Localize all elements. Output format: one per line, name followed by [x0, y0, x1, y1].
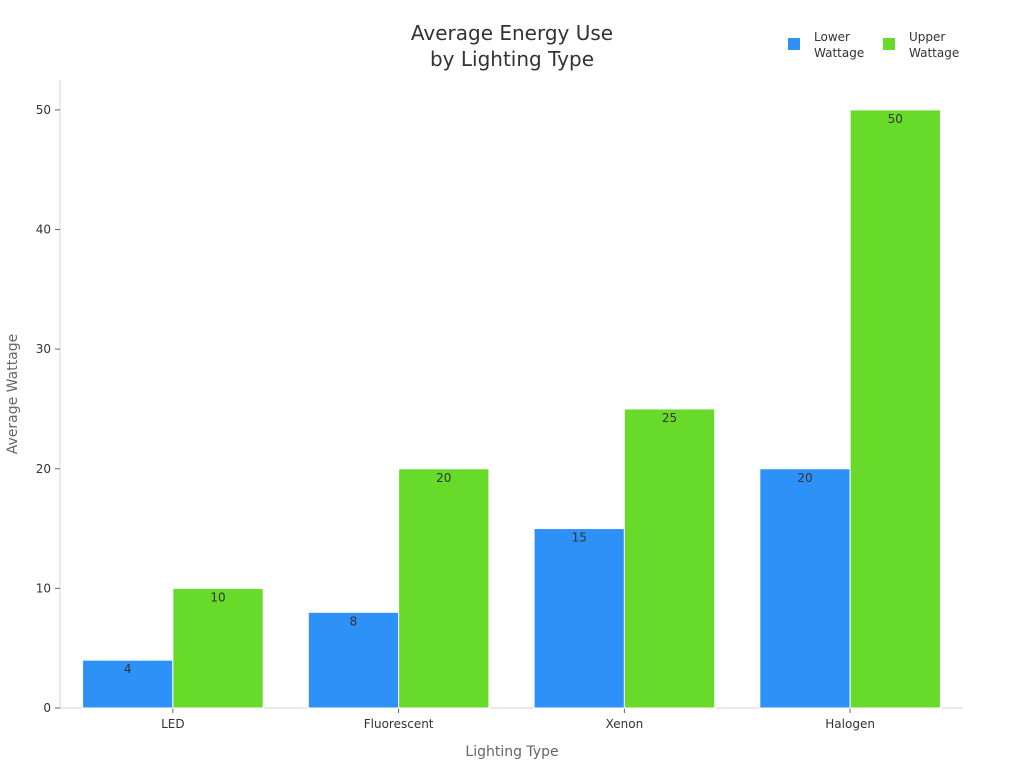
bar[interactable] — [398, 468, 490, 709]
bar-data-label: 20 — [436, 471, 451, 485]
y-tick-label: 50 — [36, 103, 51, 117]
legend-item-series-1[interactable]: Lower Wattage — [788, 30, 864, 60]
y-tick-label: 0 — [43, 701, 51, 715]
bar[interactable] — [307, 611, 400, 709]
bar-data-label: 4 — [124, 662, 132, 676]
x-tick-label: LED — [161, 717, 185, 731]
bar-data-label: 25 — [662, 411, 677, 425]
legend-label-series-1-line-1: Lower — [814, 30, 850, 44]
legend-label-series-2-line-1: Upper — [909, 30, 945, 44]
bar-data-label: 10 — [210, 590, 225, 604]
bar[interactable] — [82, 659, 174, 709]
x-tick-label: Xenon — [606, 717, 644, 731]
x-tick-label: Fluorescent — [364, 717, 434, 731]
chart-title-line-1: Average Energy Use — [411, 21, 613, 45]
bar[interactable] — [172, 587, 264, 709]
y-tick-label: 10 — [36, 581, 51, 595]
data-labels: 4 10 8 20 15 25 20 50 — [124, 112, 903, 676]
legend-item-series-2[interactable]: Upper Wattage — [883, 30, 959, 60]
y-tick-label: 20 — [36, 462, 51, 476]
bar-data-label: 50 — [888, 112, 903, 126]
y-axis: 0 10 20 30 40 50 — [36, 80, 61, 715]
bars — [82, 109, 941, 709]
bar-data-label: 20 — [797, 471, 812, 485]
y-tick-label: 40 — [36, 223, 51, 237]
bar-data-label: 8 — [350, 614, 358, 628]
y-axis-title: Average Wattage — [5, 334, 21, 455]
chart-title: Average Energy Use by Lighting Type — [411, 21, 613, 71]
legend-swatch-series-2 — [883, 38, 895, 50]
bar[interactable] — [533, 528, 625, 709]
legend: Lower Wattage Upper Wattage — [788, 30, 959, 60]
x-axis: LED Fluorescent Xenon Halogen — [60, 707, 963, 731]
legend-swatch-series-1 — [788, 38, 800, 50]
bar-data-label: 15 — [572, 531, 587, 545]
bar[interactable] — [849, 109, 941, 709]
x-axis-title: Lighting Type — [465, 744, 558, 760]
legend-label-series-2-line-2: Wattage — [909, 46, 959, 60]
chart-title-line-2: by Lighting Type — [430, 47, 594, 71]
bar[interactable] — [759, 468, 851, 709]
bar[interactable] — [623, 408, 716, 709]
legend-label-series-1-line-2: Wattage — [814, 46, 864, 60]
y-tick-label: 30 — [36, 342, 51, 356]
x-tick-label: Halogen — [825, 717, 875, 731]
